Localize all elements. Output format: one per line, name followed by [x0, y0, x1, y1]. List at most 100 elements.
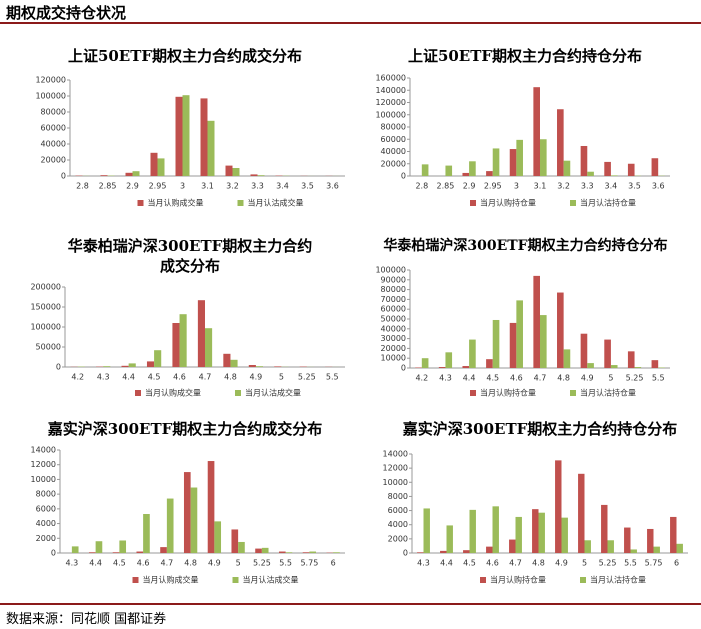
x-tick-label: 4.6 — [486, 559, 499, 568]
y-tick-label: 30000 — [381, 334, 406, 343]
x-tick-label: 2.85 — [437, 182, 455, 191]
x-tick-label: 4.3 — [97, 373, 110, 382]
x-tick-label: 3.2 — [226, 182, 239, 191]
legend-swatch — [580, 577, 586, 583]
bar — [610, 365, 618, 368]
bar — [533, 275, 540, 368]
x-tick-label: 3 — [514, 182, 519, 191]
bar — [492, 319, 500, 368]
bar — [248, 365, 256, 367]
bar — [486, 171, 493, 176]
y-tick-label: 10000 — [31, 475, 56, 484]
bar — [255, 366, 264, 367]
x-tick-label: 4.3 — [439, 374, 452, 383]
legend-label: 当月认沽持仓量 — [580, 388, 636, 398]
y-tick-label: 40000 — [381, 147, 406, 156]
bar — [509, 322, 517, 368]
bar — [653, 546, 660, 553]
bar — [121, 365, 129, 367]
source-note: 数据来源：同花顺 国都证券 — [6, 612, 167, 627]
y-tick-label: 6000 — [388, 506, 408, 515]
bar — [238, 541, 245, 553]
bar — [486, 359, 493, 368]
x-tick-label: 4.6 — [510, 374, 523, 383]
chart-panel: 0 10000 20000 30000 40000 50000 60000 70000 8000… — [350, 232, 701, 407]
x-tick-label: 5 — [279, 373, 284, 382]
bar — [587, 363, 594, 368]
bar — [462, 172, 470, 176]
x-tick-label: 4.7 — [509, 559, 522, 568]
bar — [333, 552, 340, 553]
bar — [469, 161, 476, 176]
bar — [651, 360, 659, 368]
x-tick-label: 3.5 — [628, 182, 641, 191]
chart-title: 华泰柏瑞沪深300ETF期权主力合约成交分布 — [67, 237, 313, 275]
bar — [604, 339, 611, 368]
bar — [580, 333, 588, 368]
bar — [423, 508, 430, 553]
x-tick-label: 3.4 — [276, 182, 289, 191]
legend-label: 当月认购持仓量 — [490, 575, 546, 585]
x-tick-label: 6 — [674, 559, 679, 568]
bar — [231, 529, 239, 553]
bar — [509, 149, 517, 176]
bar — [610, 175, 618, 176]
y-tick-label: 50000 — [36, 343, 61, 352]
bar — [302, 552, 310, 553]
x-tick-label: 4.7 — [199, 373, 212, 382]
bar — [278, 551, 286, 553]
bar — [627, 163, 635, 176]
bar — [136, 551, 144, 553]
bar — [627, 351, 635, 368]
bar — [516, 300, 523, 368]
legend-swatch — [480, 577, 486, 583]
footer-rule — [0, 603, 701, 605]
chart-title: 华泰柏瑞沪深300ETF期权主力合约持仓分布 — [383, 238, 668, 254]
bar — [132, 171, 140, 176]
bar — [154, 350, 162, 367]
bar — [200, 98, 208, 176]
x-tick-label: 4.5 — [148, 373, 161, 382]
legend-label: 当月认购成交量 — [143, 575, 199, 585]
bar — [630, 549, 637, 553]
x-tick-label: 5.25 — [599, 559, 617, 568]
bar — [112, 552, 120, 553]
bar — [540, 139, 547, 176]
legend-swatch — [470, 200, 476, 206]
bar — [557, 109, 564, 176]
bar — [446, 525, 453, 553]
x-tick-label: 4.8 — [557, 374, 570, 383]
bar — [601, 504, 608, 553]
x-tick-label: 4.9 — [581, 374, 594, 383]
y-tick-label: 0 — [56, 363, 61, 372]
bar — [150, 152, 158, 176]
chart-title: 上证50ETF期权主力合约持仓分布 — [407, 47, 643, 65]
bar — [555, 460, 562, 553]
y-tick-label: 6000 — [36, 504, 56, 513]
chart: 0 2000 4000 6000 8000 10000 12000 14000 4.3 4.4 4.… — [31, 446, 345, 585]
x-tick-label: 4.7 — [161, 559, 174, 568]
legend-label: 当月认购持仓量 — [480, 388, 536, 398]
y-tick-label: 100000 — [35, 92, 66, 101]
bar — [532, 509, 539, 553]
page-title: 期权成交持仓状况 — [6, 4, 127, 22]
y-tick-label: 0 — [401, 172, 406, 181]
y-tick-label: 20000 — [381, 159, 406, 168]
legend-label: 当月认沽持仓量 — [590, 575, 646, 585]
bar — [205, 328, 213, 367]
y-tick-label: 100000 — [375, 266, 406, 275]
x-tick-label: 2.85 — [99, 182, 117, 191]
y-tick-label: 10000 — [381, 354, 406, 363]
y-tick-label: 160000 — [375, 74, 406, 83]
bar — [584, 540, 591, 553]
x-tick-label: 5.25 — [626, 374, 644, 383]
y-tick-label: 20000 — [41, 156, 66, 165]
x-tick-label: 5 — [608, 374, 613, 383]
bar — [100, 175, 108, 176]
bar — [285, 552, 293, 553]
bar — [172, 323, 180, 367]
y-tick-label: 8000 — [36, 490, 56, 499]
x-tick-label: 5.5 — [624, 559, 637, 568]
bar — [95, 541, 103, 553]
chart-title: 上证50ETF期权主力合约成交分布 — [67, 47, 303, 65]
